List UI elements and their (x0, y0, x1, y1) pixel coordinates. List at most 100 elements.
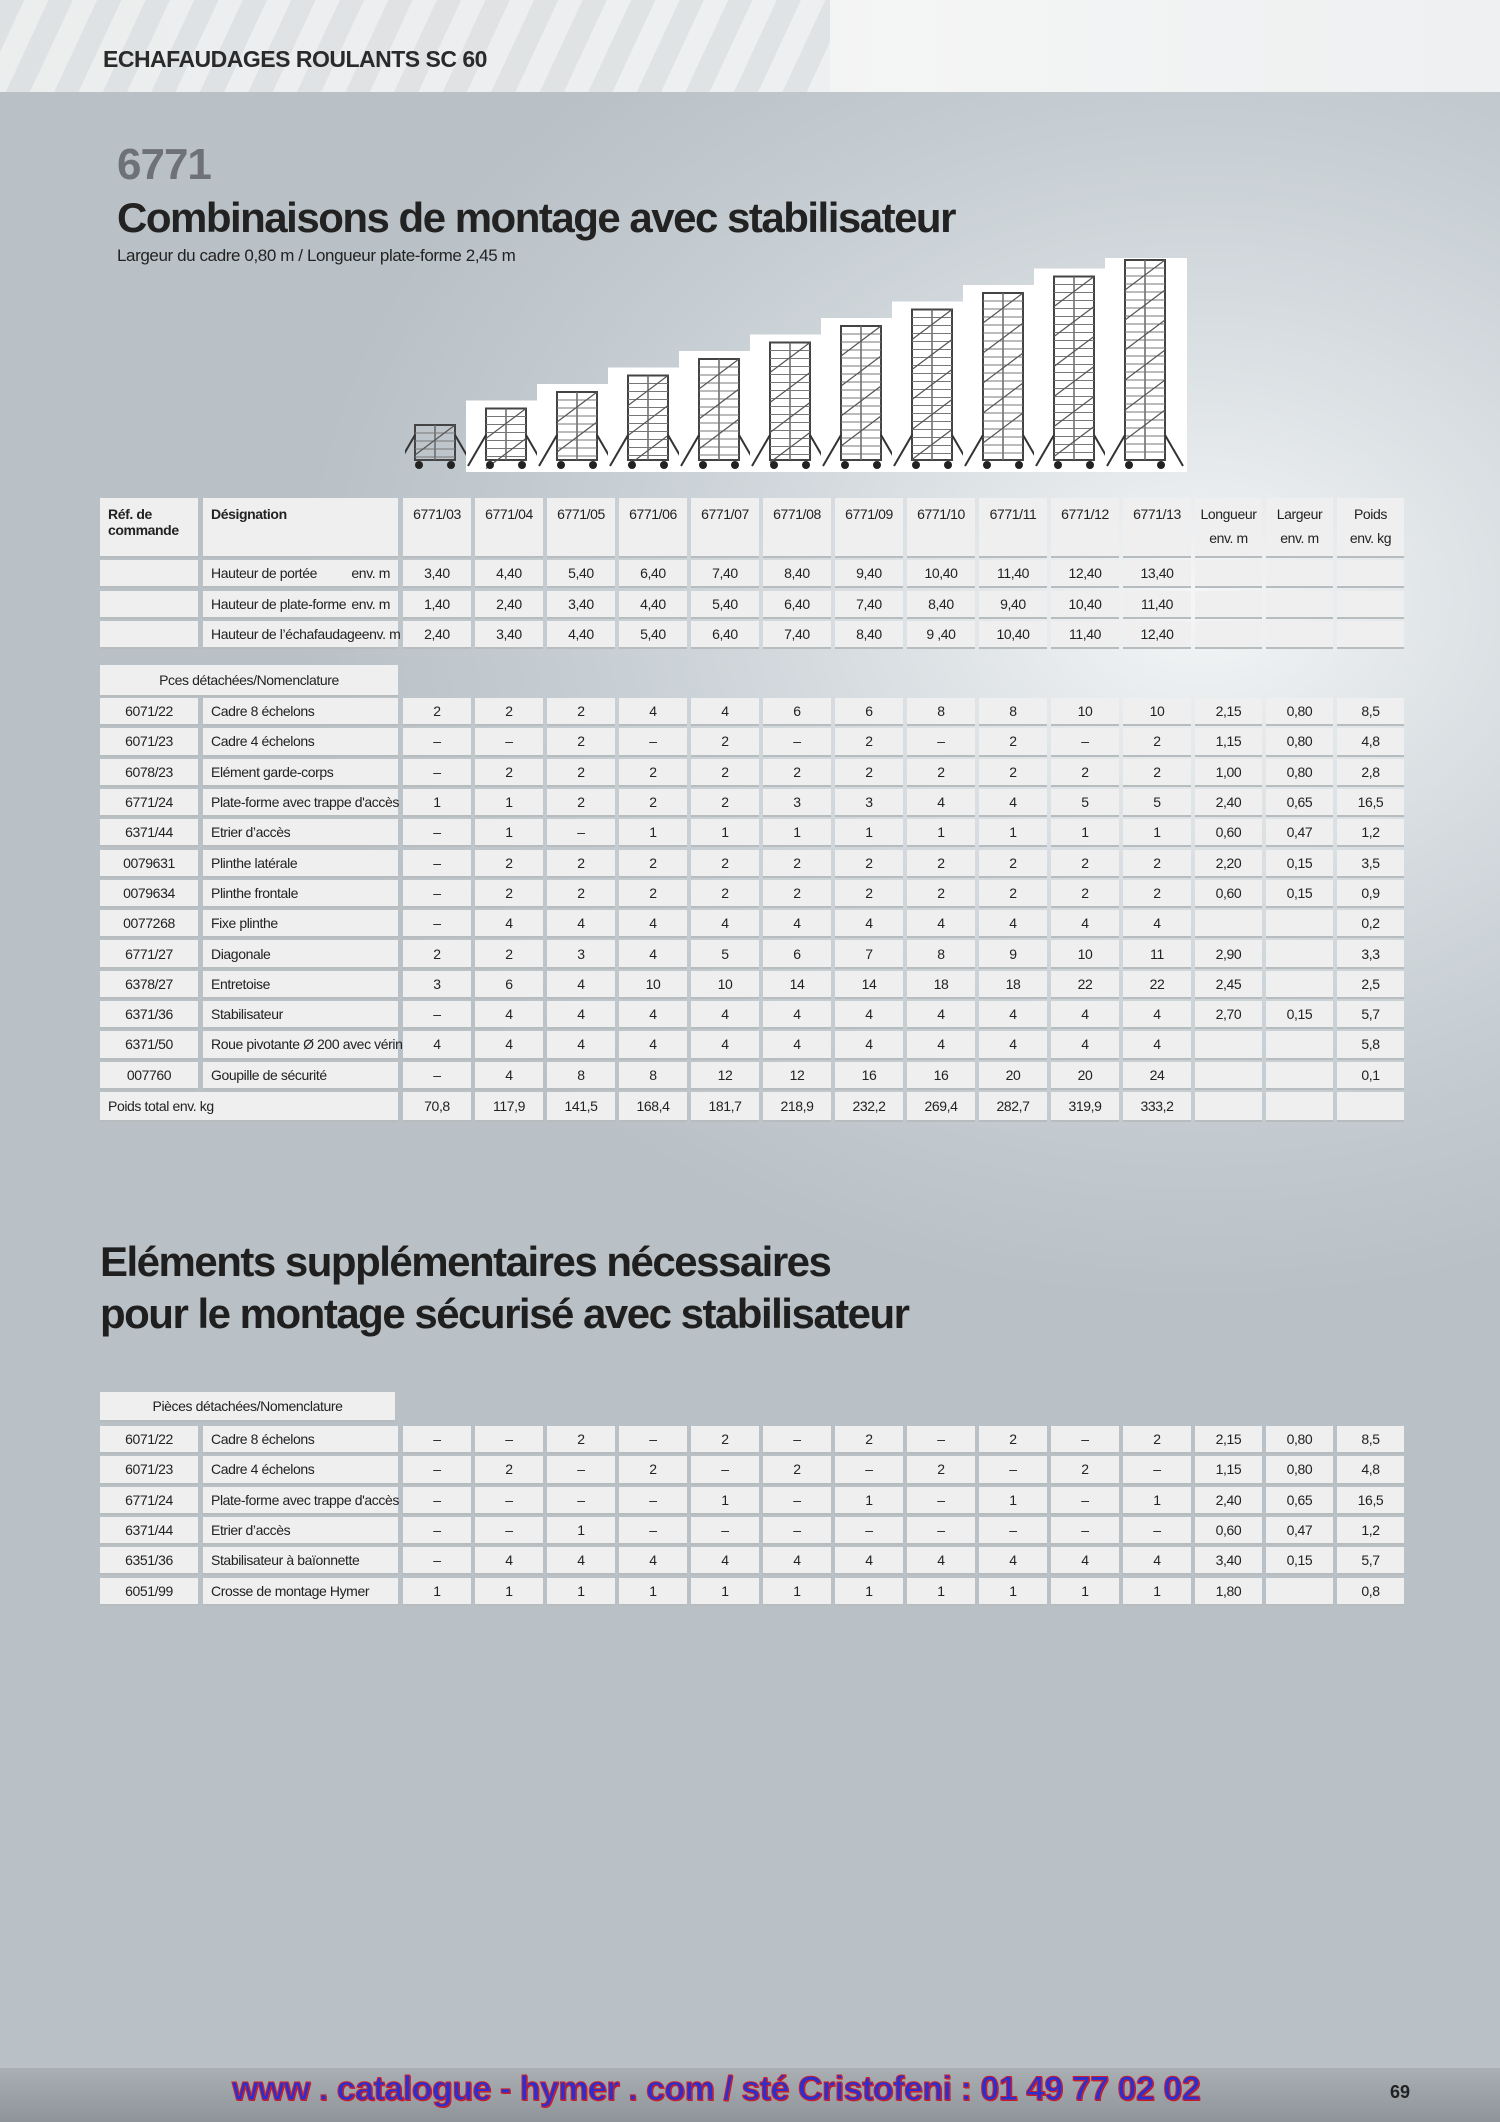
part-qty: – (403, 1547, 471, 1576)
part-kg: 4,8 (1337, 728, 1404, 757)
scaffold-tower-7 (821, 318, 903, 472)
parts-header-text: Pièces détachées/Nomenclature (152, 1398, 343, 1414)
blank-cell (1266, 621, 1333, 649)
part-qty-text: – (1081, 1522, 1089, 1539)
part-qty: 2 (1123, 1426, 1191, 1455)
part-qty-text: 4 (1081, 1552, 1089, 1569)
part-qty-text: 1 (721, 824, 729, 841)
part-qty-text: 2 (577, 884, 585, 901)
part-qty: 2 (979, 758, 1047, 787)
blank-cell (1337, 590, 1404, 619)
column-header-text: 6771/07 (701, 506, 749, 522)
extra-header-text: Poids (1353, 506, 1388, 522)
part-qty: 4 (907, 1031, 975, 1060)
part-qty-text: 18 (1005, 975, 1021, 992)
part-qty-text: – (721, 1522, 729, 1539)
part-name: Elément garde-corps (203, 758, 398, 787)
part-qty: – (547, 819, 615, 848)
height-value-text: 3,40 (496, 626, 522, 642)
part-qty: 2 (691, 758, 759, 787)
part-qty-text: 2 (721, 1431, 729, 1448)
part-wid: 0,15 (1266, 1547, 1333, 1576)
part-qty-text: 4 (1081, 1036, 1089, 1053)
part-name: Etrier d’accès (203, 819, 398, 848)
part-qty: 2 (547, 788, 615, 818)
height-value-text: 5,40 (640, 626, 666, 642)
part-qty-text: – (649, 733, 657, 750)
part-qty: 22 (1123, 970, 1191, 999)
part-qty: – (907, 728, 975, 757)
part-qty: – (763, 728, 831, 757)
part-qty: 3 (763, 788, 831, 818)
height-value: 5,40 (691, 590, 759, 619)
part-qty-text: – (433, 1552, 441, 1569)
part-qty: 1 (979, 1486, 1047, 1515)
ref-header-text: Réf. de commande (108, 506, 179, 538)
total-value-text: 168,4 (636, 1097, 670, 1114)
total-label: Poids total env. kg (100, 1091, 398, 1122)
part-kg-text: 0,2 (1361, 915, 1380, 932)
part-qty-text: 1 (865, 1582, 873, 1599)
part-ref-text: 007760 (126, 1066, 172, 1083)
part-kg-text: 3,3 (1361, 945, 1380, 962)
height-value-text: 10,40 (924, 565, 958, 581)
part-qty-text: 4 (865, 1006, 873, 1023)
part-qty: 2 (835, 849, 903, 878)
part-len: 2,15 (1195, 698, 1262, 727)
part-ref-text: 6371/50 (125, 1036, 173, 1053)
extra-header-text: env. kg (1349, 530, 1392, 546)
part-qty: – (1123, 1516, 1191, 1546)
part-qty: 1 (1123, 819, 1191, 848)
part-qty: 2 (475, 849, 543, 878)
part-qty-text: 12 (717, 1066, 733, 1083)
part-qty: 4 (907, 1547, 975, 1576)
part-wid-text: 0,80 (1286, 1431, 1313, 1448)
part-qty: 1 (403, 1577, 471, 1606)
part-qty-text: 4 (721, 1006, 729, 1023)
part-qty: – (403, 1456, 471, 1485)
part-qty: 16 (835, 1061, 903, 1090)
part-qty: 1 (763, 819, 831, 848)
part-qty: 4 (763, 910, 831, 939)
part-qty: 4 (475, 1061, 543, 1090)
part-len: 1,00 (1195, 758, 1262, 787)
height-value-text: 7,40 (712, 565, 738, 581)
part-name: Roue pivotante Ø 200 avec vérin (203, 1031, 403, 1060)
part-ref: 6071/22 (100, 698, 198, 727)
part-qty-text: – (1009, 1461, 1017, 1478)
footer-link[interactable]: www . catalogue - hymer . com / sté Cris… (231, 2070, 1201, 2109)
part-name-text: Cadre 4 échelons (211, 733, 315, 750)
height-label: Hauteur de plate-forme env. m (203, 590, 398, 619)
header-stripes (0, 0, 830, 92)
part-ref: 6371/44 (100, 1516, 198, 1546)
part-qty: 4 (1051, 1547, 1119, 1576)
part-qty-text: 6 (793, 703, 801, 720)
height-label: Hauteur de portée env. m (203, 560, 398, 588)
part-name: Entretoise (203, 970, 398, 999)
part-qty: 8 (979, 698, 1047, 727)
part-qty-text: 2 (937, 854, 945, 871)
part-qty-text: 4 (1153, 1552, 1161, 1569)
total-value-text: 232,2 (852, 1097, 886, 1114)
height-value-text: 9,40 (1000, 595, 1026, 612)
part-qty: – (907, 1486, 975, 1515)
part-qty-text: – (433, 1491, 441, 1508)
total-value-text: 117,9 (493, 1097, 525, 1114)
part-qty-text: – (1009, 1522, 1017, 1539)
total-value: 70,8 (403, 1091, 471, 1122)
column-header: 6771/08 (763, 498, 831, 558)
part-qty: 2 (763, 758, 831, 787)
part-qty-text: 2 (865, 884, 873, 901)
part-qty-text: 2 (937, 884, 945, 901)
height-value-text: 7,40 (784, 626, 810, 642)
part-kg-text: 0,1 (1361, 1066, 1380, 1083)
part-qty: 14 (763, 970, 831, 999)
part-kg: 8,5 (1337, 698, 1404, 727)
part-qty: 4 (691, 1001, 759, 1030)
part-len-text: 2,45 (1215, 975, 1242, 992)
part-len: 2,20 (1195, 849, 1262, 878)
height-value: 6,40 (691, 621, 759, 649)
part-wid (1266, 970, 1333, 999)
part-len: 2,45 (1195, 970, 1262, 999)
part-wid-text: 0,80 (1286, 1461, 1313, 1478)
